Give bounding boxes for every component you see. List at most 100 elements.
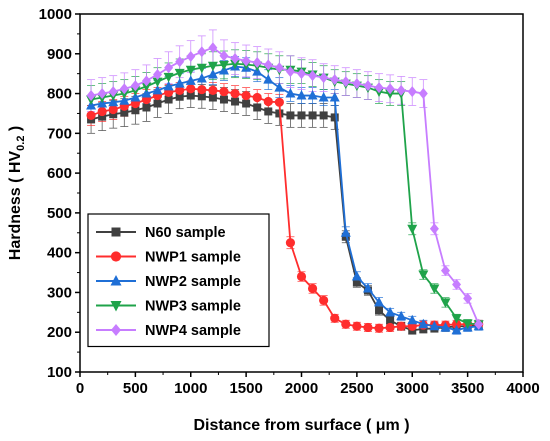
x-axis-title: Distance from surface ( μm )	[193, 417, 409, 434]
y-tick-label: 200	[47, 324, 72, 341]
data-point	[152, 84, 163, 95]
data-point	[197, 84, 207, 95]
data-point	[319, 295, 329, 305]
y-tick-label: 700	[47, 125, 72, 142]
data-point	[252, 57, 262, 69]
data-point	[340, 227, 351, 237]
data-point	[219, 50, 229, 62]
data-point	[175, 85, 185, 95]
data-point	[274, 62, 284, 74]
data-point	[407, 314, 418, 325]
data-point	[253, 103, 262, 112]
data-point	[174, 78, 185, 88]
legend-label: NWP2 sample	[145, 274, 241, 290]
data-point	[474, 318, 484, 330]
data-point	[130, 86, 141, 96]
y-axis-title: Hardness ( HV0.2 )	[7, 126, 27, 260]
data-point	[307, 90, 318, 100]
x-tick-label: 2500	[340, 380, 373, 397]
y-tick-label: 100	[47, 364, 72, 381]
x-tick-label: 0	[76, 380, 84, 397]
data-point	[231, 97, 240, 106]
data-point	[285, 88, 296, 98]
x-tick-label: 3000	[396, 380, 429, 397]
data-point	[418, 318, 429, 329]
series-5	[86, 42, 484, 330]
data-point	[285, 66, 295, 78]
data-point	[396, 321, 406, 331]
y-tick-label: 1000	[39, 6, 72, 23]
data-point	[163, 72, 174, 83]
data-point	[319, 111, 328, 120]
data-point	[263, 74, 274, 84]
data-point	[385, 306, 396, 317]
data-point	[352, 321, 362, 331]
data-point	[197, 46, 207, 58]
data-point	[164, 62, 174, 74]
data-point	[163, 80, 174, 91]
legend-marker	[111, 324, 121, 336]
data-point	[396, 310, 407, 321]
y-tick-label: 900	[47, 46, 72, 63]
data-point	[396, 84, 406, 96]
legend-entry: N60 sample	[96, 225, 226, 241]
data-point	[296, 90, 307, 100]
data-point	[185, 65, 196, 76]
data-point	[329, 92, 340, 102]
data-point	[218, 60, 229, 71]
data-point	[330, 313, 340, 323]
legend-marker	[110, 301, 122, 312]
data-point	[207, 68, 218, 79]
data-point	[274, 97, 284, 107]
y-tick-label: 400	[47, 245, 72, 262]
legend-label: NWP4 sample	[145, 323, 241, 339]
data-point	[230, 53, 240, 65]
y-axis-title-main: Hardness ( HV	[7, 151, 24, 261]
data-point	[296, 271, 307, 282]
data-point	[241, 90, 251, 101]
data-point	[208, 42, 218, 54]
legend-entry: NWP1 sample	[96, 250, 241, 266]
data-point	[362, 282, 373, 293]
legend-label: NWP1 sample	[145, 250, 241, 266]
data-point	[141, 82, 152, 92]
data-point	[186, 84, 196, 94]
data-point	[120, 108, 129, 117]
data-point	[175, 56, 185, 68]
data-point	[341, 319, 351, 329]
data-point	[219, 86, 229, 97]
x-tick-label: 4000	[506, 380, 539, 397]
data-point	[208, 93, 217, 102]
data-point	[130, 80, 140, 92]
data-point	[207, 61, 218, 72]
data-point	[451, 324, 462, 335]
data-point	[153, 99, 162, 108]
x-tick-label: 1500	[229, 380, 262, 397]
data-point	[374, 323, 384, 333]
data-point	[308, 111, 317, 120]
data-point	[230, 88, 240, 99]
data-point	[451, 319, 462, 329]
data-point	[374, 296, 385, 307]
x-tick-label: 2000	[285, 380, 318, 397]
data-point	[429, 284, 440, 294]
data-point	[186, 91, 195, 100]
y-tick-label: 800	[47, 86, 72, 103]
data-point	[385, 322, 395, 333]
y-axis-title-end: )	[7, 126, 24, 136]
data-point	[429, 320, 440, 331]
data-point	[274, 82, 285, 92]
data-point	[174, 68, 185, 79]
data-point	[164, 95, 173, 104]
data-point	[230, 59, 241, 70]
data-point	[462, 319, 473, 329]
data-point	[318, 92, 329, 102]
data-point	[385, 83, 395, 95]
data-point	[263, 59, 273, 71]
legend-label: N60 sample	[145, 225, 226, 241]
data-point	[330, 113, 339, 122]
x-tick-label: 1000	[174, 380, 207, 397]
data-point	[141, 88, 152, 98]
data-point	[263, 96, 273, 107]
data-point	[375, 306, 384, 315]
